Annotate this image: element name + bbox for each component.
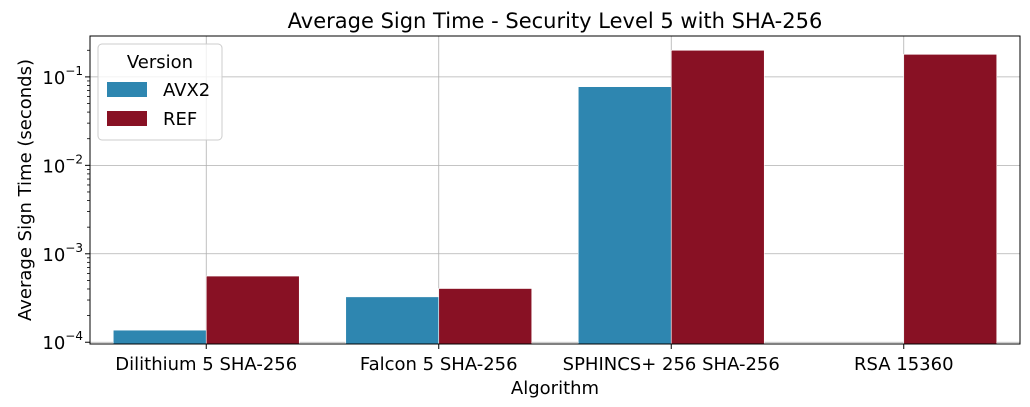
legend: Version AVX2 REF: [97, 43, 223, 141]
chart-title: Average Sign Time - Security Level 5 wit…: [288, 9, 823, 33]
bar-ref-rsa-15360: [903, 54, 998, 345]
y-axis-label: Average Sign Time (seconds): [15, 59, 36, 321]
y-tick-label: 10−1: [42, 64, 83, 89]
y-axis-ticks: 10−4 10−3 10−2 10−1: [42, 49, 90, 354]
x-tick-label-sphincs-256-sha-256: SPHINCS+ 256 SHA-256: [563, 354, 780, 375]
y-tick-label: 10−2: [42, 152, 83, 177]
bars: [112, 49, 998, 345]
y-tick-label: 10−4: [42, 329, 83, 354]
legend-label-avx2: AVX2: [163, 80, 210, 101]
plot-frame: [89, 35, 1021, 345]
legend-swatch-ref: [107, 111, 147, 126]
x-axis-ticks: Dilithium 5 SHA-256 Falcon 5 SHA-256 SPHIN…: [115, 344, 954, 375]
bar-ref-sphincs-256-sha-256: [670, 49, 765, 345]
x-tick-label-falcon-5-sha-256: Falcon 5 SHA-256: [360, 354, 518, 375]
bar-ref-dilithium-5-sha-256: [205, 275, 300, 345]
bar-ref-falcon-5-sha-256: [438, 288, 533, 345]
x-tick-label-rsa-15360: RSA 15360: [854, 354, 954, 375]
bar-avx2-sphincs-256-sha-256: [577, 86, 672, 345]
grid: [90, 36, 1020, 344]
bar-avx2-falcon-5-sha-256: [345, 296, 440, 345]
x-axis-label: Algorithm: [511, 378, 599, 399]
y-tick-label: 10−3: [42, 241, 83, 266]
x-tick-label-dilithium-5-sha-256: Dilithium 5 SHA-256: [115, 354, 297, 375]
legend-label-ref: REF: [163, 109, 197, 130]
legend-swatch-avx2: [107, 82, 147, 97]
bar-avx2-dilithium-5-sha-256: [112, 329, 207, 345]
legend-title: Version: [127, 52, 193, 73]
